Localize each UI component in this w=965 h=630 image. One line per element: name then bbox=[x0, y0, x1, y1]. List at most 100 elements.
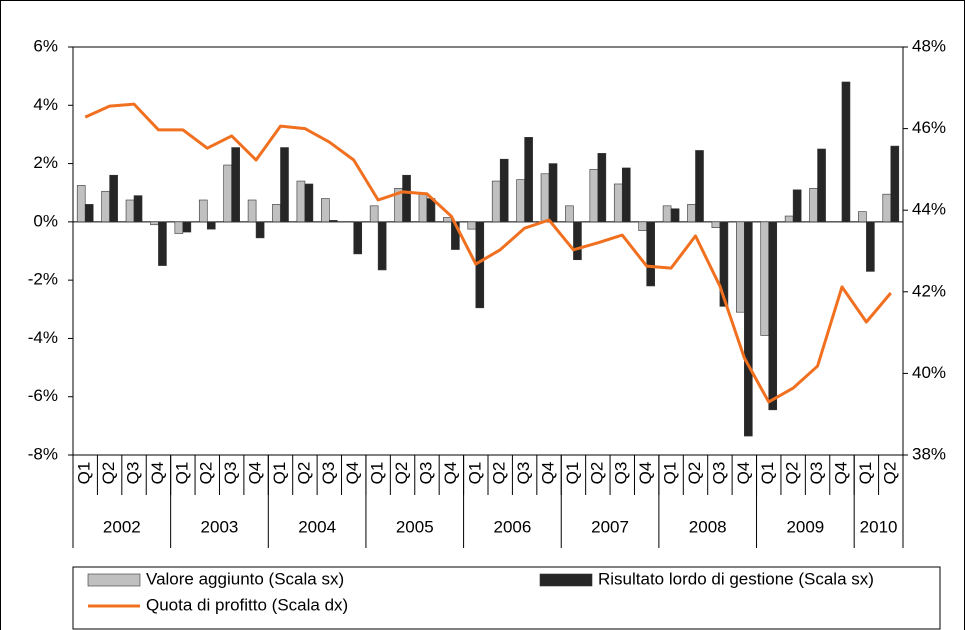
bar bbox=[353, 221, 363, 255]
group-label: 2002 bbox=[103, 517, 141, 536]
x-tick-label: Q3 bbox=[221, 462, 240, 485]
bar bbox=[760, 221, 770, 336]
group-label: 2006 bbox=[493, 517, 531, 536]
x-tick-label: Q2 bbox=[685, 462, 704, 485]
bar bbox=[719, 221, 729, 307]
bar bbox=[272, 204, 281, 223]
legend-box bbox=[72, 566, 941, 630]
bar bbox=[565, 205, 574, 223]
bar bbox=[133, 195, 143, 223]
y-tick-label: 4% bbox=[33, 95, 58, 114]
group-label: 2004 bbox=[298, 517, 336, 536]
x-tick-label: Q2 bbox=[783, 462, 802, 485]
x-tick-label: Q1 bbox=[368, 462, 387, 485]
bar bbox=[150, 221, 159, 226]
group-label: 2010 bbox=[860, 517, 898, 536]
bar bbox=[174, 221, 184, 234]
x-tick-label: Q3 bbox=[514, 462, 533, 485]
bar bbox=[280, 147, 289, 223]
y-tick-label: -2% bbox=[28, 270, 58, 289]
x-tick-label: Q2 bbox=[99, 462, 118, 485]
x-tick-label: Q1 bbox=[563, 462, 582, 485]
bar bbox=[589, 169, 599, 223]
bar bbox=[377, 221, 387, 271]
x-tick-label: Q2 bbox=[587, 462, 606, 485]
bar bbox=[890, 145, 900, 223]
bar bbox=[573, 221, 582, 261]
bar bbox=[76, 185, 86, 223]
y-tick-label: 0% bbox=[33, 211, 58, 230]
bar bbox=[296, 180, 306, 223]
bar bbox=[687, 204, 696, 223]
legend-label: Risultato lordo di gestione (Scala sx) bbox=[598, 569, 874, 588]
bar bbox=[841, 81, 851, 223]
y-tick-label: -8% bbox=[28, 444, 58, 463]
legend-label: Quota di profitto (Scala dx) bbox=[146, 595, 348, 614]
y2-tick-label: 40% bbox=[912, 363, 946, 382]
group-label: 2008 bbox=[689, 517, 727, 536]
group-label: 2009 bbox=[786, 517, 824, 536]
bar bbox=[744, 221, 753, 437]
bar bbox=[101, 190, 110, 223]
line bbox=[84, 102, 892, 404]
bar bbox=[809, 188, 818, 223]
x-tick-label: Q4 bbox=[441, 462, 460, 485]
bar bbox=[670, 208, 680, 223]
y-tick-label: -6% bbox=[28, 386, 58, 405]
x-tick-label: Q3 bbox=[124, 462, 143, 485]
bar bbox=[158, 221, 167, 266]
x-tick-label: Q1 bbox=[856, 462, 875, 485]
y2-tick-label: 38% bbox=[912, 444, 946, 463]
bar bbox=[467, 221, 477, 230]
x-tick-label: Q4 bbox=[636, 462, 655, 485]
bar bbox=[540, 173, 550, 223]
legend-label: Valore aggiunto (Scala sx) bbox=[146, 569, 344, 588]
x-tick-label: Q1 bbox=[75, 462, 94, 485]
x-tick-label: Q3 bbox=[807, 462, 826, 485]
x-tick-label: Q1 bbox=[465, 462, 484, 485]
bar bbox=[621, 167, 631, 223]
y-tick-label: 2% bbox=[33, 153, 58, 172]
x-tick-label: Q3 bbox=[416, 462, 435, 485]
y2-tick-label: 48% bbox=[912, 36, 946, 55]
bar bbox=[858, 211, 867, 223]
x-tick-label: Q4 bbox=[831, 462, 850, 485]
group-label: 2003 bbox=[201, 517, 239, 536]
x-tick-label: Q2 bbox=[197, 462, 216, 485]
bar bbox=[182, 221, 192, 233]
x-tick-label: Q2 bbox=[490, 462, 509, 485]
bar bbox=[817, 148, 826, 223]
x-tick-label: Q1 bbox=[270, 462, 289, 485]
x-tick-label: Q2 bbox=[880, 462, 899, 485]
bar bbox=[638, 221, 647, 231]
bar bbox=[784, 215, 794, 223]
bar bbox=[792, 189, 802, 223]
bar bbox=[329, 220, 338, 223]
bar bbox=[223, 164, 232, 223]
x-tick-label: Q3 bbox=[319, 462, 338, 485]
bar bbox=[369, 205, 379, 223]
y-tick-label: 6% bbox=[33, 36, 58, 55]
bar bbox=[418, 192, 428, 223]
bar bbox=[247, 199, 257, 223]
bar bbox=[866, 221, 875, 272]
bar bbox=[443, 217, 452, 223]
x-tick-label: Q4 bbox=[148, 462, 167, 485]
bar bbox=[516, 179, 525, 223]
bar bbox=[524, 137, 533, 223]
bar bbox=[499, 158, 509, 223]
bar bbox=[125, 199, 135, 223]
bar bbox=[109, 174, 118, 223]
x-tick-label: Q3 bbox=[709, 462, 728, 485]
x-tick-label: Q4 bbox=[734, 462, 753, 485]
bar bbox=[231, 147, 240, 223]
bar bbox=[84, 204, 94, 223]
x-tick-label: Q2 bbox=[392, 462, 411, 485]
bar bbox=[548, 163, 558, 223]
x-tick-label: Q1 bbox=[661, 462, 680, 485]
x-tick-label: Q4 bbox=[343, 462, 362, 485]
y2-tick-label: 44% bbox=[912, 200, 946, 219]
bar bbox=[768, 221, 778, 411]
